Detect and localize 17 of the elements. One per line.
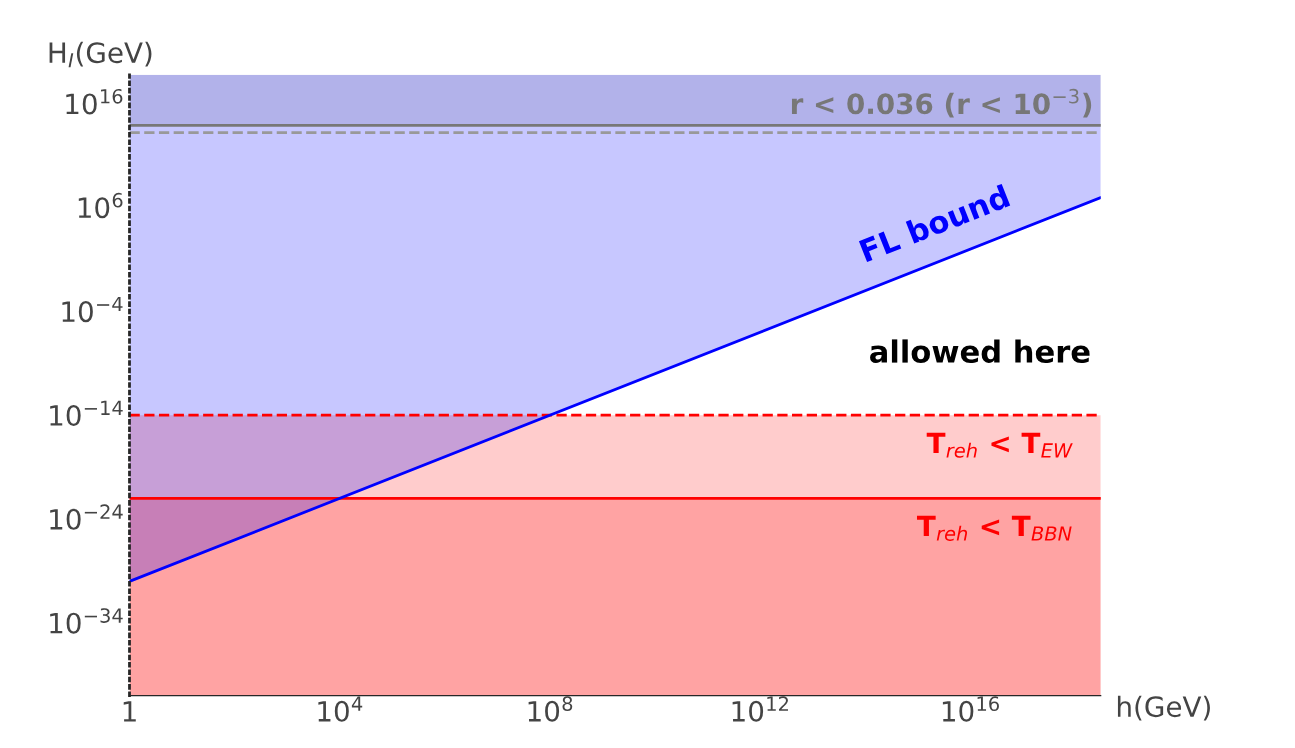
y-tick-label: 10$^{−4}$	[62, 296, 123, 323]
y-tick-label: 10$^{6}$	[78, 192, 123, 219]
x-tick-label: 10$^{12}$	[732, 696, 788, 722]
y-tick-label: 10$^{16}$	[66, 88, 123, 115]
y-tick-label: 10$^{−24}$	[50, 504, 123, 530]
x-tick-label: 10$^{8}$	[528, 696, 573, 722]
x-axis-title: h(GeV)	[1117, 695, 1210, 721]
band-label: T$_{reh}$ < T$_{EW}$	[926, 432, 1073, 458]
band-label: T$_{reh}$ < T$_{BBN}$	[917, 515, 1072, 541]
y-tick-label: 10$^{−34}$	[50, 608, 123, 634]
x-tick-label: 10$^{16}$	[942, 696, 999, 722]
ref-line-label: r < 0.036 (r < 10$^{−3}$)	[791, 88, 1092, 118]
y-tick-label: 10$^{−14}$	[50, 400, 123, 426]
y-axis-title: H$_{I}$(GeV)	[49, 41, 152, 68]
x-tick-label: 1	[123, 701, 136, 722]
annotation: allowed here	[870, 339, 1090, 364]
x-tick-label: 10$^{4}$	[318, 696, 363, 722]
